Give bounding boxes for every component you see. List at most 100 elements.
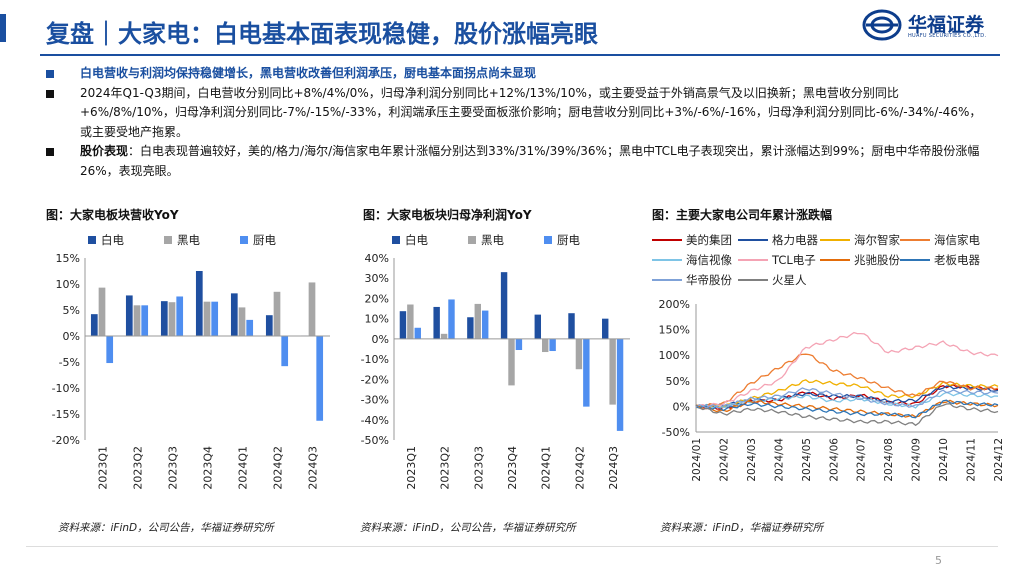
legend-swatch-2 xyxy=(240,236,248,244)
y-tick-label: 20% xyxy=(365,292,389,305)
x-tick-label: 2024/11 xyxy=(966,438,978,482)
bar-黑电-2024Q3 xyxy=(308,282,316,336)
bar-黑电-2023Q1 xyxy=(407,304,414,339)
legend-label-0: 白电 xyxy=(101,233,124,247)
x-tick-label: 2024Q3 xyxy=(607,446,620,490)
x-tick-label: 2024/05 xyxy=(801,438,813,482)
legend-label-0: 白电 xyxy=(405,233,428,247)
series-line-火星人 xyxy=(695,403,999,427)
legend-label-8: 华帝股份 xyxy=(686,273,732,287)
header-divider xyxy=(40,54,1000,56)
chart3-source: 资料来源：iFinD，华福证券研究所 xyxy=(660,522,824,534)
logo-subtitle: HUAFU SECURITIES CO.,LTD. xyxy=(908,33,987,39)
x-tick-label: 2024Q2 xyxy=(573,446,586,490)
y-tick-label: 200% xyxy=(659,298,690,311)
bar-厨电-2023Q3 xyxy=(481,310,489,339)
bar-黑电-2023Q4 xyxy=(203,301,211,336)
bar-厨电-2023Q1 xyxy=(106,336,114,364)
x-tick-label: 2024Q1 xyxy=(540,446,553,490)
y-tick-label: 5% xyxy=(63,304,80,317)
y-tick-label: -5% xyxy=(59,356,80,369)
legend-label-2: 厨电 xyxy=(557,233,580,247)
x-tick-label: 2024/04 xyxy=(773,438,785,482)
bar-厨电-2024Q1 xyxy=(246,319,254,336)
x-tick-label: 2023Q4 xyxy=(202,446,215,490)
y-tick-label: 40% xyxy=(365,252,389,265)
bullet-square-icon xyxy=(46,70,54,78)
bar-白电-2023Q1 xyxy=(399,311,407,339)
legend-swatch-0 xyxy=(392,236,400,244)
bar-黑电-2023Q2 xyxy=(133,305,141,336)
legend-label-3: 海信家电 xyxy=(934,233,980,247)
bar-白电-2023Q3 xyxy=(160,301,168,336)
x-tick-label: 2024/02 xyxy=(718,438,730,482)
bar-白电-2023Q4 xyxy=(500,272,508,339)
legend-label-1: 黑电 xyxy=(481,233,504,247)
y-tick-label: 10% xyxy=(365,313,389,326)
x-tick-label: 2023Q3 xyxy=(472,446,485,490)
y-tick-label: -50% xyxy=(361,434,389,447)
bullet-stock: 股价表现：白电表现普遍较好，美的/格力/海尔/海信家电年累计涨幅分别达到33%/… xyxy=(46,142,986,181)
page-title: 复盘｜大家电：白电基本面表现稳健，股价涨幅亮眼 xyxy=(46,20,598,48)
y-tick-label: -10% xyxy=(52,382,80,395)
legend-label-7: 老板电器 xyxy=(934,253,980,267)
page-number: 5 xyxy=(935,554,942,567)
y-tick-label: -50% xyxy=(662,426,690,439)
bar-黑电-2024Q1 xyxy=(238,307,246,336)
bullet-list: 白电营收与利润均保持稳健增长，黑电营收改善但利润承压，厨电基本面拐点尚未显现 2… xyxy=(46,64,986,181)
chart1-source: 资料来源：iFinD，公司公告，华福证券研究所 xyxy=(58,522,274,534)
revenue-yoy-chart: 白电 黑电 厨电 15% 10% 5% 0% -5% -10% -15% -20% 2023Q1 202… xyxy=(52,233,330,490)
x-tick-label: 2023Q2 xyxy=(439,446,452,490)
y-tick-label: 100% xyxy=(659,349,690,362)
bar-白电-2023Q2 xyxy=(125,295,133,336)
bar-黑电-2024Q1 xyxy=(542,338,549,353)
bar-白电-2023Q2 xyxy=(433,306,440,339)
x-tick-label: 2023Q1 xyxy=(405,446,418,490)
legend-label-2: 厨电 xyxy=(253,233,276,247)
y-tick-label: -30% xyxy=(361,394,389,407)
x-tick-label: 2024Q1 xyxy=(237,446,250,490)
legend-swatch-0 xyxy=(88,236,96,244)
legend-label-5: TCL电子 xyxy=(771,253,816,267)
x-tick-label: 2024Q2 xyxy=(272,446,285,490)
bar-白电-2024Q2 xyxy=(568,313,575,339)
y-tick-label: 0% xyxy=(673,400,690,413)
bar-黑电-2024Q3 xyxy=(609,338,616,405)
bar-厨电-2024Q2 xyxy=(281,336,289,367)
x-tick-label: 2024/09 xyxy=(911,438,923,482)
chart2-source: 资料来源：iFinD，公司公告，华福证券研究所 xyxy=(360,522,576,534)
logo-name: 华福证券 xyxy=(908,14,985,36)
x-tick-label: 2023Q4 xyxy=(506,446,519,490)
x-tick-label: 2023Q1 xyxy=(97,446,110,490)
legend-label-6: 兆驰股份 xyxy=(854,253,900,267)
x-tick-label: 2024/10 xyxy=(938,438,950,482)
bar-白电-2023Q3 xyxy=(467,317,474,339)
series-line-老板电器 xyxy=(695,399,999,419)
bullet-summary: 白电营收与利润均保持稳健增长，黑电营收改善但利润承压，厨电基本面拐点尚未显现 xyxy=(46,64,986,84)
y-tick-label: -15% xyxy=(52,408,80,421)
y-tick-label: 50% xyxy=(666,375,690,388)
x-tick-label: 2024/06 xyxy=(828,438,840,482)
bar-白电-2024Q3 xyxy=(602,318,609,339)
bar-黑电-2024Q2 xyxy=(575,338,583,370)
bar-黑电-2023Q3 xyxy=(474,303,481,339)
bar-厨电-2024Q3 xyxy=(616,338,624,431)
series-line-华帝股份 xyxy=(695,387,999,409)
bullet-square-icon xyxy=(46,148,54,156)
y-tick-label: 15% xyxy=(56,252,80,265)
x-tick-label: 2024/08 xyxy=(883,438,895,482)
profit-yoy-chart: 白电 黑电 厨电 40% 30% 20% 10% 0% -10% -20% -30% -40% -50%… xyxy=(361,233,630,490)
x-tick-label: 2024/12 xyxy=(993,438,1005,482)
x-tick-label: 2024Q3 xyxy=(307,446,320,490)
bullet-detail-text: 2024年Q1-Q3期间，白电营收分别同比+8%/4%/0%，归母净利润分别同比… xyxy=(80,85,982,139)
title-accent xyxy=(0,14,6,42)
x-tick-label: 2024/01 xyxy=(691,438,703,482)
legend-label-1: 黑电 xyxy=(177,233,200,247)
chart2-title: 图：大家电板块归母净利润YoY xyxy=(363,208,532,222)
bullet-stock-text: ：白电表现普遍较好，美的/格力/海尔/海信家电年累计涨幅分别达到33%/31%/… xyxy=(80,144,980,178)
bar-厨电-2023Q4 xyxy=(211,301,219,336)
bar-厨电-2024Q2 xyxy=(583,338,590,407)
bar-黑电-2023Q1 xyxy=(98,287,106,336)
footer-line xyxy=(26,546,998,547)
